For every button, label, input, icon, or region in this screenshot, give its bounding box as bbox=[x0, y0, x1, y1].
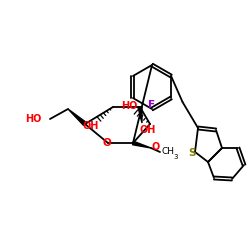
Text: OH: OH bbox=[83, 121, 99, 131]
Text: OH: OH bbox=[140, 125, 156, 135]
Text: HO: HO bbox=[24, 114, 41, 124]
Polygon shape bbox=[68, 109, 86, 126]
Polygon shape bbox=[138, 107, 142, 123]
Text: F: F bbox=[148, 100, 156, 110]
Text: O: O bbox=[152, 142, 160, 152]
Text: 3: 3 bbox=[173, 154, 178, 160]
Text: CH: CH bbox=[161, 148, 174, 156]
Text: S: S bbox=[188, 148, 196, 158]
Text: HO: HO bbox=[121, 101, 137, 111]
Polygon shape bbox=[132, 141, 151, 148]
Text: O: O bbox=[103, 138, 112, 148]
